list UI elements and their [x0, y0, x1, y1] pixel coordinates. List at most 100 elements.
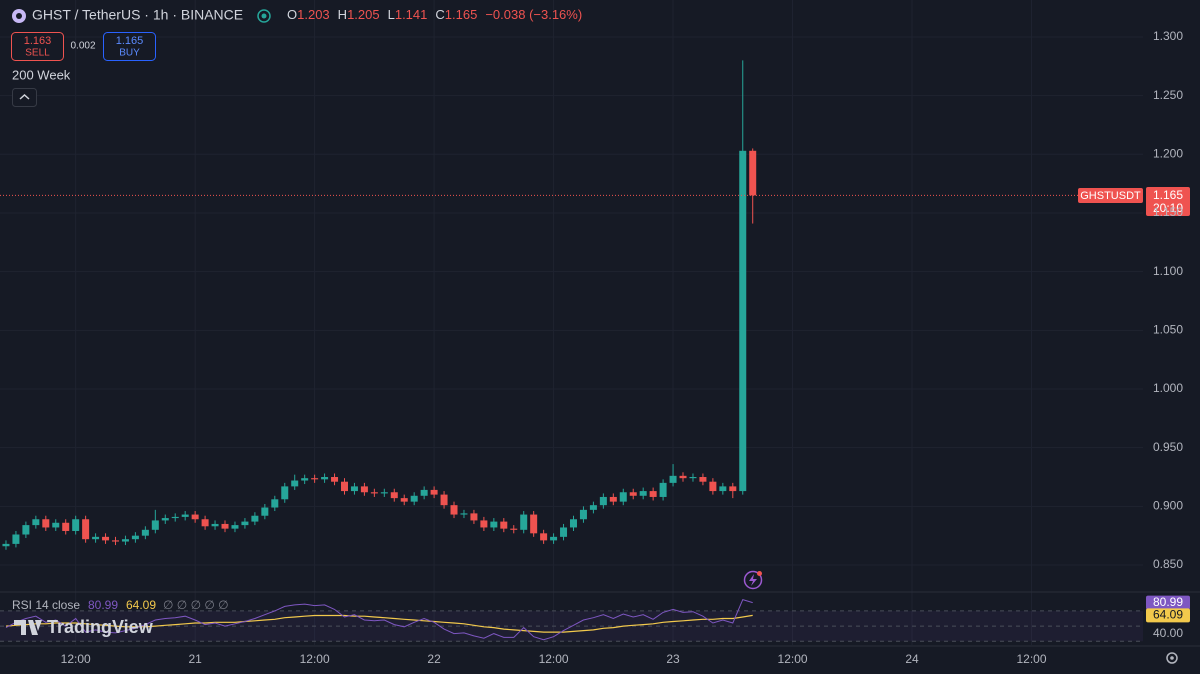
candle-body: [241, 521, 249, 526]
candle-body: [430, 489, 438, 495]
candle-body: [440, 494, 448, 506]
market-status[interactable]: [257, 9, 271, 23]
rsi-axis-value: 64.09: [1153, 608, 1183, 622]
candle-body: [211, 523, 219, 527]
l-label: L: [388, 7, 395, 22]
candle-body: [72, 519, 80, 531]
candle-body: [629, 492, 637, 496]
candle-body: [470, 513, 478, 521]
candle-body: [32, 519, 40, 526]
candle-body: [92, 536, 100, 540]
candle-body: [121, 539, 129, 542]
candle-body: [599, 496, 607, 506]
y-tick-label: 0.950: [1153, 440, 1183, 454]
candle-body: [161, 518, 169, 521]
candle-body: [62, 522, 70, 531]
price-tag-countdown: 20:10: [1153, 201, 1183, 215]
candle-body: [201, 519, 209, 527]
candle-body: [331, 477, 339, 482]
candle-body: [569, 519, 577, 528]
rsi-value-box: [1146, 595, 1190, 610]
candle-body: [729, 486, 737, 492]
candle-body: [22, 525, 30, 535]
candle-body: [450, 505, 458, 515]
y-tick-label: 0.900: [1153, 499, 1183, 513]
rsi-value-box: [1146, 608, 1190, 623]
candle-body: [619, 492, 627, 502]
c-label: C: [435, 7, 444, 22]
candle-body: [370, 492, 378, 494]
y-tick-label: 1.250: [1153, 88, 1183, 102]
x-tick-label: 12:00: [539, 652, 569, 666]
y-tick-label: 1.100: [1153, 264, 1183, 278]
candle-body: [530, 514, 538, 534]
settings-button[interactable]: [1166, 652, 1178, 664]
candle-body: [520, 514, 528, 530]
candle-body: [151, 520, 159, 530]
h-value: 1.205: [347, 7, 380, 22]
h-label: H: [338, 7, 347, 22]
symbol-title: GHST / TetherUS · 1h · BINANCE: [32, 7, 243, 23]
candle-body: [709, 481, 717, 492]
change: −0.038 (−3.16%): [485, 7, 582, 22]
candle-body: [311, 478, 319, 480]
candle-body: [131, 535, 139, 540]
candle-body: [589, 505, 597, 510]
buy-button[interactable]: [103, 32, 156, 61]
candle-body: [102, 536, 110, 541]
rsi-value: 80.99: [88, 598, 118, 612]
candle-body: [749, 150, 757, 196]
sell-price: 1.163: [24, 35, 52, 47]
y-tick-label: 1.000: [1153, 381, 1183, 395]
y-tick-label: 1.150: [1153, 205, 1183, 219]
event-icon-badge: [757, 571, 762, 576]
x-tick-label: 22: [427, 652, 441, 666]
rsi-ma-line: [5, 614, 753, 633]
candle-body: [460, 513, 468, 515]
candle-body: [231, 525, 239, 529]
candle-body: [171, 516, 179, 519]
candle-body: [12, 534, 20, 544]
candle-body: [301, 478, 309, 481]
price-tag-symbol-box: [1078, 188, 1143, 203]
watermark-logo: [14, 620, 42, 635]
y-tick-label: 1.200: [1153, 146, 1183, 160]
rsi-label: RSI 14 close: [12, 598, 80, 612]
candle-body: [271, 499, 279, 508]
candle-body: [480, 520, 488, 528]
event-icon-bolt: [749, 574, 757, 586]
o-value: 1.203: [297, 7, 330, 22]
candle-body: [360, 486, 368, 493]
candle-body: [380, 492, 388, 494]
candle-body: [111, 540, 119, 542]
candle-body: [649, 491, 657, 497]
candle-body: [350, 486, 358, 492]
market-status-dot: [261, 13, 267, 19]
candle-body: [261, 507, 269, 516]
sell-button[interactable]: [11, 32, 64, 61]
candle-body: [191, 514, 199, 520]
l-value: 1.141: [395, 7, 428, 22]
watermark: TradingView: [47, 617, 154, 637]
settings-center: [1170, 656, 1174, 660]
candle-body: [639, 491, 647, 496]
candle-body: [221, 523, 229, 529]
symbol-logo-inner: [16, 13, 22, 19]
candle-body: [679, 475, 687, 479]
x-tick-label: 23: [666, 652, 680, 666]
buy-price: 1.165: [116, 35, 144, 47]
y-tick-label: 1.050: [1153, 322, 1183, 336]
collapse-icon: [19, 93, 30, 100]
collapse-button[interactable]: [12, 88, 37, 107]
o-label: O: [287, 7, 297, 22]
sell-label: SELL: [25, 48, 50, 59]
price-tag-box: [1146, 187, 1190, 216]
candle-body: [321, 477, 329, 480]
x-tick-label: 12:00: [778, 652, 808, 666]
rsi-ma-value: 64.09: [126, 598, 156, 612]
candle-body: [510, 528, 518, 530]
x-tick-label: 24: [905, 652, 919, 666]
